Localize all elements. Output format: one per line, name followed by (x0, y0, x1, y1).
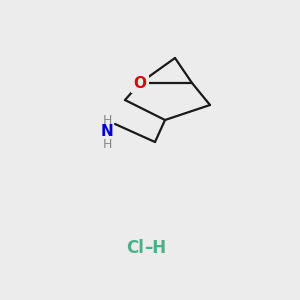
Text: N: N (100, 124, 113, 140)
Text: O: O (134, 76, 146, 91)
Text: H: H (102, 137, 112, 151)
Text: H: H (102, 113, 112, 127)
Text: –H: –H (144, 239, 166, 257)
Text: Cl: Cl (126, 239, 144, 257)
